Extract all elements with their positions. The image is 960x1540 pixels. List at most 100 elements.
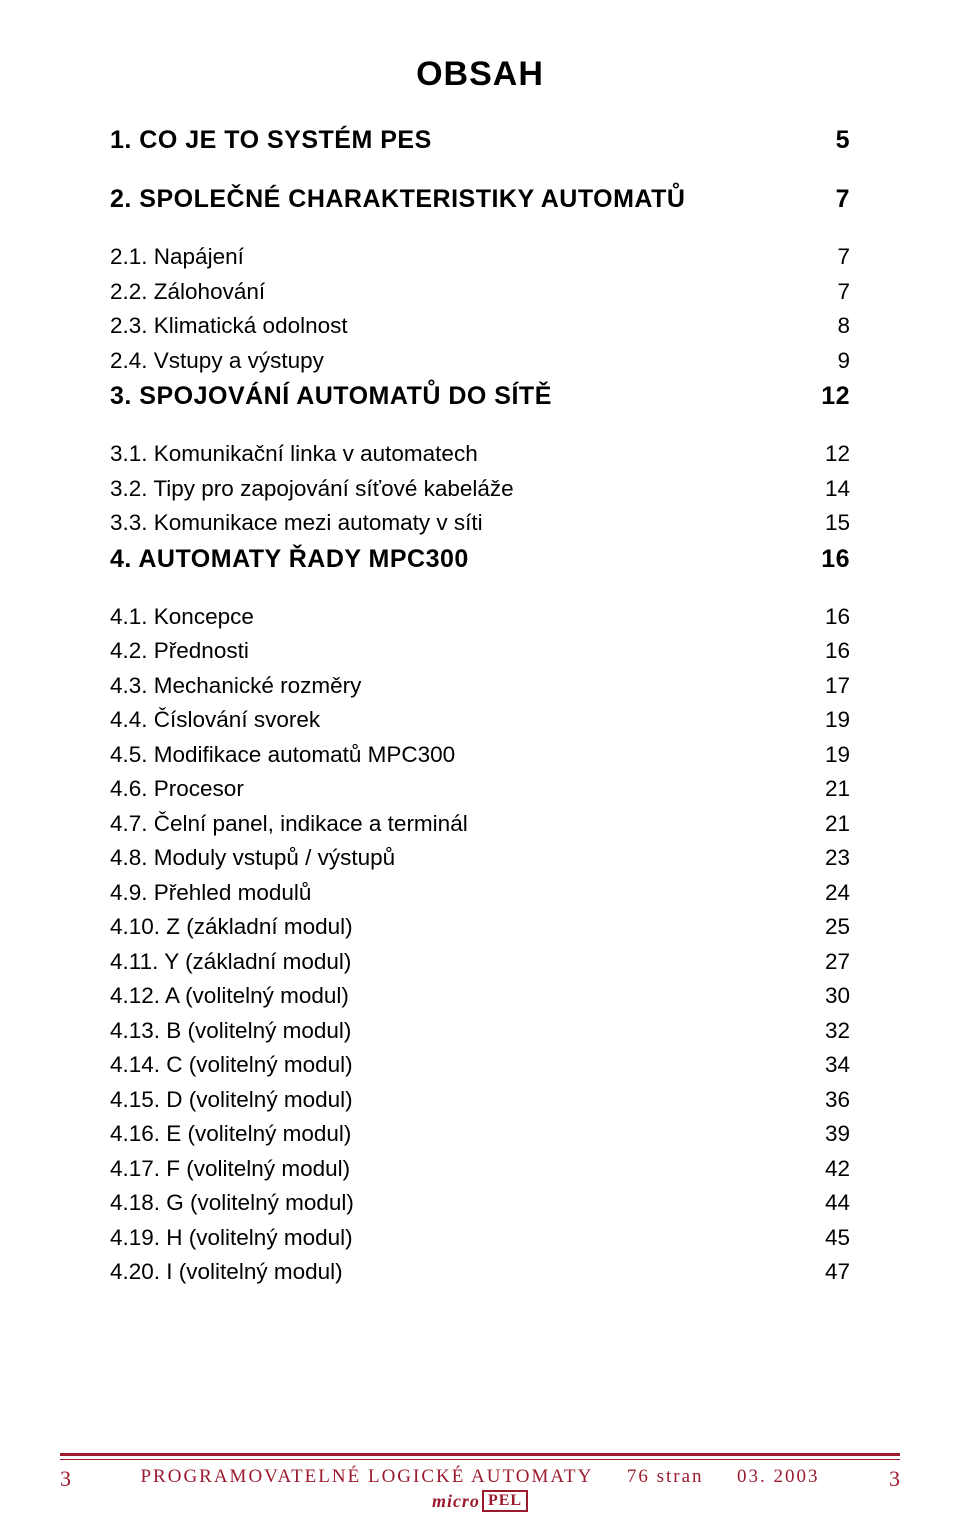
toc-entry: 3.1. Komunikační linka v automatech 12 (110, 443, 850, 466)
toc-entry: 3.3. Komunikace mezi automaty v síti 15 (110, 512, 850, 535)
toc-page-number: 21 (825, 778, 850, 801)
toc-label: 4.4. Číslování svorek (110, 709, 320, 732)
toc-label: 4. AUTOMATY ŘADY MPC300 (110, 547, 469, 572)
footer-page-left: 3 (60, 1466, 71, 1492)
toc-label: 2.3. Klimatická odolnost (110, 315, 348, 338)
toc-page-number: 42 (825, 1158, 850, 1181)
toc-entry: 4.10. Z (základní modul) 25 (110, 916, 850, 939)
toc-entry: 4.2. Přednosti 16 (110, 640, 850, 663)
toc-label: 4.13. B (volitelný modul) (110, 1020, 351, 1043)
toc-label: 2.4. Vstupy a výstupy (110, 350, 324, 373)
table-of-contents: 1. CO JE TO SYSTÉM PES 5 2. SPOLEČNÉ CHARA… (110, 128, 850, 1284)
toc-heading: 3. SPOJOVÁNÍ AUTOMATŮ DO SÍTĚ12 (110, 384, 850, 409)
toc-page-number: 24 (825, 882, 850, 905)
toc-label: 4.18. G (volitelný modul) (110, 1192, 354, 1215)
toc-label: 4.5. Modifikace automatů MPC300 (110, 744, 455, 767)
toc-label: 1. CO JE TO SYSTÉM PES (110, 128, 432, 153)
toc-page-number: 45 (825, 1227, 850, 1250)
toc-entry: 4.3. Mechanické rozměry 17 (110, 675, 850, 698)
toc-entry: 4.5. Modifikace automatů MPC300 19 (110, 744, 850, 767)
toc-page-number: 19 (825, 744, 850, 767)
toc-page-number: 32 (825, 1020, 850, 1043)
toc-label: 4.10. Z (základní modul) (110, 916, 353, 939)
toc-label: 4.9. Přehled modulů (110, 882, 311, 905)
logo-text-right: PEL (482, 1490, 528, 1512)
toc-page-number: 30 (825, 985, 850, 1008)
toc-page-number: 23 (825, 847, 850, 870)
toc-label: 4.11. Y (základní modul) (110, 951, 351, 974)
toc-label: 2. SPOLEČNÉ CHARAKTERISTIKY AUTOMATŮ (110, 187, 685, 212)
toc-label: 4.15. D (volitelný modul) (110, 1089, 353, 1112)
toc-entry: 4.9. Přehled modulů 24 (110, 882, 850, 905)
footer-date: 03. 2003 (737, 1466, 820, 1488)
toc-page-number: 36 (825, 1089, 850, 1112)
toc-label: 4.6. Procesor (110, 778, 244, 801)
toc-label: 4.2. Přednosti (110, 640, 249, 663)
toc-label: 4.17. F (volitelný modul) (110, 1158, 350, 1181)
toc-page-number: 15 (825, 512, 850, 535)
toc-heading: 2. SPOLEČNÉ CHARAKTERISTIKY AUTOMATŮ 7 (110, 187, 850, 212)
footer-title: PROGRAMOVATELNÉ LOGICKÉ AUTOMATY (140, 1466, 593, 1488)
toc-label: 3.3. Komunikace mezi automaty v síti (110, 512, 483, 535)
toc-entry: 4.19. H (volitelný modul) 45 (110, 1227, 850, 1250)
toc-label: 4.12. A (volitelný modul) (110, 985, 349, 1008)
toc-page-number: 12 (821, 384, 850, 409)
toc-entry: 4.17. F (volitelný modul) 42 (110, 1158, 850, 1181)
toc-entry: 4.16. E (volitelný modul)39 (110, 1123, 850, 1146)
page-title: OBSAH (110, 55, 850, 94)
toc-entry: 4.18. G (volitelný modul) 44 (110, 1192, 850, 1215)
toc-entry: 2.3. Klimatická odolnost 8 (110, 315, 850, 338)
toc-entry: 4.8. Moduly vstupů / výstupů 23 (110, 847, 850, 870)
toc-entry: 4.11. Y (základní modul) 27 (110, 951, 850, 974)
toc-page-number: 5 (836, 128, 850, 153)
toc-page-number: 47 (825, 1261, 850, 1284)
toc-entry: 4.14. C (volitelný modul) 34 (110, 1054, 850, 1077)
toc-entry: 4.1. Koncepce 16 (110, 606, 850, 629)
toc-label: 4.3. Mechanické rozměry (110, 675, 361, 698)
footer-text-line: 3 PROGRAMOVATELNÉ LOGICKÉ AUTOMATY 76 st… (60, 1466, 900, 1488)
toc-page-number: 7 (837, 281, 850, 304)
toc-entry: 2.2. Zálohování 7 (110, 281, 850, 304)
toc-label: 4.20. I (volitelný modul) (110, 1261, 343, 1284)
toc-page-number: 8 (837, 315, 850, 338)
toc-page-number: 7 (837, 246, 850, 269)
toc-page-number: 44 (825, 1192, 850, 1215)
toc-entry: 4.6. Procesor 21 (110, 778, 850, 801)
toc-label: 4.8. Moduly vstupů / výstupů (110, 847, 395, 870)
toc-page-number: 21 (825, 813, 850, 836)
footer-rule-thin (60, 1459, 900, 1460)
toc-page-number: 34 (825, 1054, 850, 1077)
logo-text-left: micro (432, 1491, 480, 1512)
toc-entry: 2.4. Vstupy a výstupy9 (110, 350, 850, 373)
toc-page-number: 12 (825, 443, 850, 466)
toc-label: 4.19. H (volitelný modul) (110, 1227, 353, 1250)
footer-page-right: 3 (889, 1466, 900, 1492)
toc-page-number: 25 (825, 916, 850, 939)
toc-page-number: 14 (825, 478, 850, 501)
toc-entry: 4.13. B (volitelný modul) 32 (110, 1020, 850, 1043)
toc-label: 3.2. Tipy pro zapojování síťové kabeláže (110, 478, 514, 501)
toc-page-number: 7 (836, 187, 850, 212)
toc-entry: 4.7. Čelní panel, indikace a terminál 21 (110, 813, 850, 836)
toc-heading: 4. AUTOMATY ŘADY MPC300 16 (110, 547, 850, 572)
toc-page-number: 27 (825, 951, 850, 974)
page: OBSAH 1. CO JE TO SYSTÉM PES 5 2. SPOLEČNÉ… (0, 0, 960, 1540)
toc-label: 4.7. Čelní panel, indikace a terminál (110, 813, 468, 836)
toc-page-number: 16 (825, 640, 850, 663)
toc-label: 4.1. Koncepce (110, 606, 254, 629)
toc-page-number: 17 (825, 675, 850, 698)
toc-label: 2.2. Zálohování (110, 281, 265, 304)
toc-entry: 4.12. A (volitelný modul) 30 (110, 985, 850, 1008)
toc-page-number: 19 (825, 709, 850, 732)
brand-logo: micro PEL (60, 1490, 900, 1512)
toc-heading: 1. CO JE TO SYSTÉM PES 5 (110, 128, 850, 153)
toc-label: 2.1. Napájení (110, 246, 244, 269)
toc-entry: 2.1. Napájení 7 (110, 246, 850, 269)
toc-label: 3.1. Komunikační linka v automatech (110, 443, 478, 466)
page-footer: 3 PROGRAMOVATELNÉ LOGICKÉ AUTOMATY 76 st… (0, 1453, 960, 1512)
toc-entry: 4.4. Číslování svorek 19 (110, 709, 850, 732)
toc-entry: 4.15. D (volitelný modul) 36 (110, 1089, 850, 1112)
toc-label: 4.14. C (volitelný modul) (110, 1054, 353, 1077)
toc-page-number: 16 (821, 547, 850, 572)
toc-page-number: 16 (825, 606, 850, 629)
